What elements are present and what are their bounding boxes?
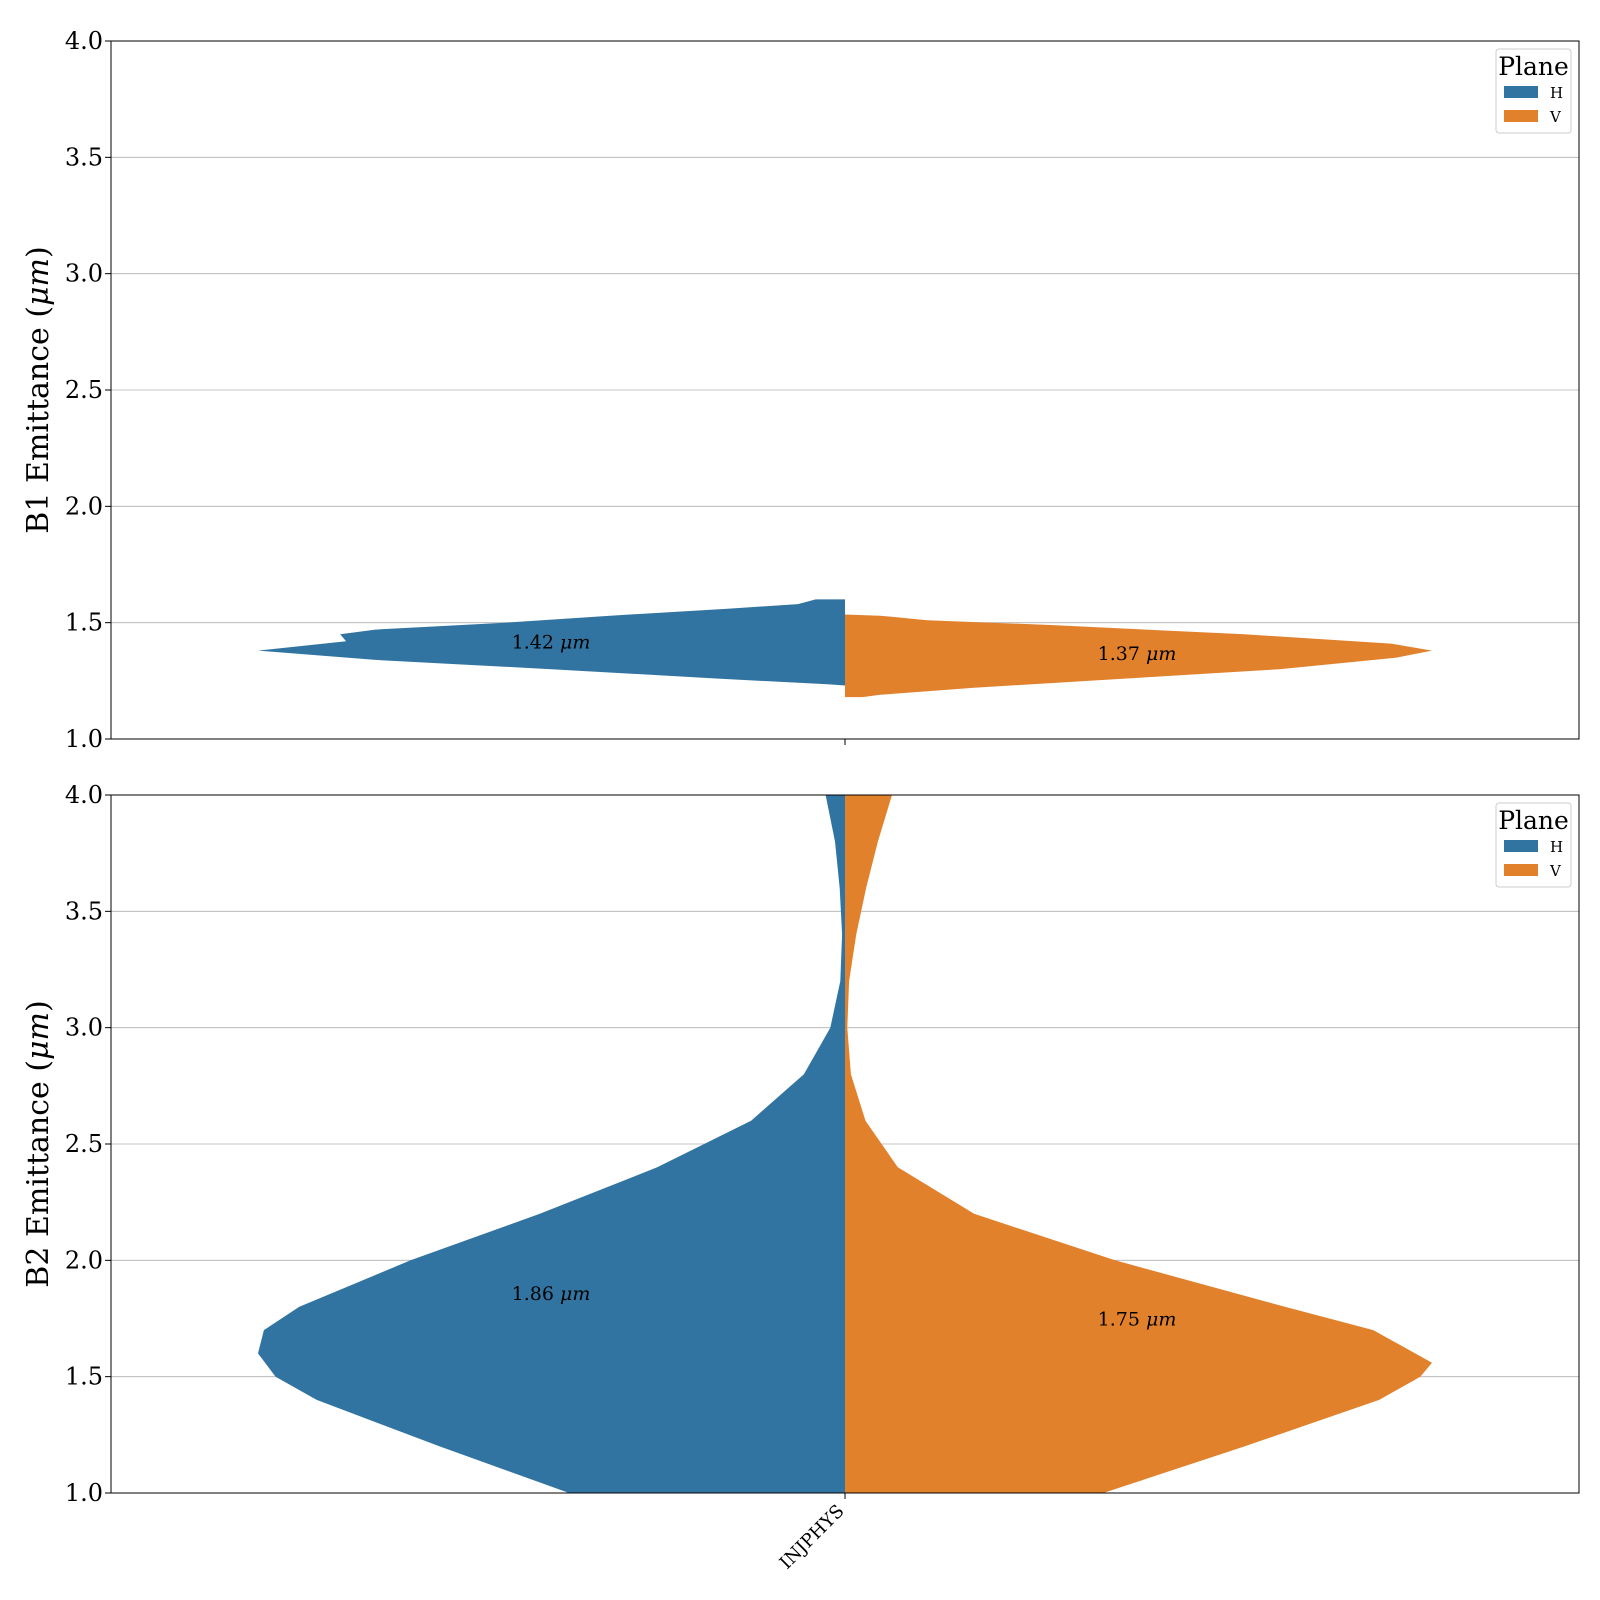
x-axis: INJPHYS [776,1501,849,1574]
y-tick-label: 2.0 [65,492,103,520]
y-tick-label: 1.5 [65,609,103,637]
y-tick-label: 4.0 [65,27,103,55]
legend-swatch-v [1504,864,1538,876]
legend: Plane HV [1495,48,1572,134]
y-tick-label: 3.5 [65,897,103,925]
legend-swatch-h [1504,86,1538,98]
legend-swatch-v [1504,110,1538,122]
x-tick-label: INJPHYS [776,1501,849,1574]
legend-label-h: H [1550,84,1563,102]
y-tick-label: 3.5 [65,143,103,171]
panel-b1: 1.0 1.5 2.0 2.5 3.0 3.5 4.0 1.42 μm 1.37 μm B1 Em… [21,27,1580,753]
y-tick-label: 2.0 [65,1246,103,1274]
legend-title: Plane [1498,52,1569,81]
y-tick-label: 1.0 [65,1479,103,1507]
y-tick-label: 2.5 [65,376,103,404]
legend-swatch-h [1504,840,1538,852]
y-tick-label: 2.5 [65,1130,103,1158]
median-label-v: 1.75 μm [1098,1309,1177,1331]
violin-half-v [845,614,1432,698]
panel-b2: 1.0 1.5 2.0 2.5 3.0 3.5 4.0 1.86 μm 1.75 μm B2 Em… [21,781,1580,1507]
violin-half-h [258,795,845,1493]
legend-label-v: V [1549,862,1562,880]
median-label-h: 1.86 μm [512,1283,591,1305]
legend-label-v: V [1549,108,1562,126]
y-tick-label: 1.5 [65,1363,103,1391]
median-label-h: 1.42 μm [512,631,591,653]
legend-title: Plane [1498,806,1569,835]
violin-half-h [258,599,845,686]
y-tick-label: 4.0 [65,781,103,809]
y-axis-label: B2 Emittance (μm) [21,1000,56,1287]
y-tick-label: 3.0 [65,260,103,288]
violins [258,599,1432,698]
legend: Plane HV [1495,802,1572,888]
median-label-v: 1.37 μm [1098,643,1177,665]
violins [258,795,1432,1493]
y-tick-label: 3.0 [65,1014,103,1042]
y-axis-label: B1 Emittance (μm) [21,246,56,533]
legend-label-h: H [1550,838,1563,856]
violin-half-v [845,795,1432,1493]
y-tick-label: 1.0 [65,725,103,753]
